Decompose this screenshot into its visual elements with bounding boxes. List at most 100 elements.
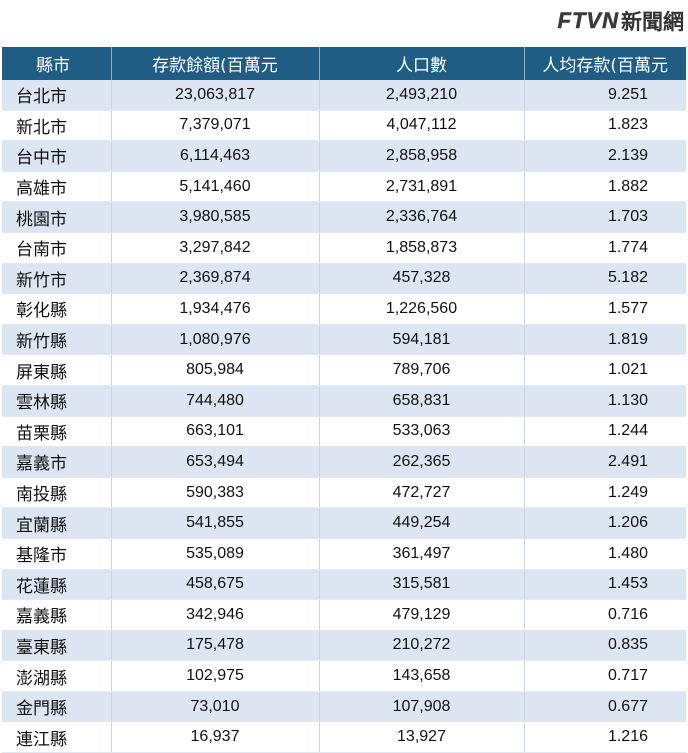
cell-population: 2,336,764 xyxy=(319,201,525,233)
table-row: 澎湖縣 102,975 143,658 0.717 xyxy=(2,660,686,692)
cell-population: 594,181 xyxy=(319,324,525,356)
header-row: 縣市 存款餘額(百萬元 人口數 人均存款(百萬元 xyxy=(2,47,686,80)
cell-deposit: 23,063,817 xyxy=(111,80,320,111)
cell-deposit: 744,480 xyxy=(111,385,320,417)
cell-per-capita: 0.716 xyxy=(524,599,686,631)
cell-population: 2,731,891 xyxy=(319,171,525,203)
cell-deposit: 3,297,842 xyxy=(111,232,320,264)
table-row: 花蓮縣 458,675 315,581 1.453 xyxy=(2,569,686,601)
table-body: 台北市 23,063,817 2,493,210 9.251 新北市 7,379,071 4… xyxy=(2,80,686,753)
cell-per-capita: 1.216 xyxy=(524,721,686,753)
cell-deposit: 6,114,463 xyxy=(111,140,320,172)
cell-deposit: 805,984 xyxy=(111,354,320,386)
cell-population: 143,658 xyxy=(319,660,525,692)
table-row: 金門縣 73,010 107,908 0.677 xyxy=(2,691,686,723)
cell-deposit: 1,080,976 xyxy=(111,324,320,356)
table-row: 苗栗縣 663,101 533,063 1.244 xyxy=(2,416,686,448)
cell-county: 基隆市 xyxy=(2,538,112,570)
table-row: 高雄市 5,141,460 2,731,891 1.882 xyxy=(2,171,686,203)
cell-population: 479,129 xyxy=(319,599,525,631)
cell-county: 澎湖縣 xyxy=(2,660,112,692)
table-row: 屏東縣 805,984 789,706 1.021 xyxy=(2,354,686,386)
table-row: 彰化縣 1,934,476 1,226,560 1.577 xyxy=(2,293,686,325)
cell-population: 1,226,560 xyxy=(319,293,525,325)
cell-deposit: 7,379,071 xyxy=(111,110,320,142)
cell-population: 2,858,958 xyxy=(319,140,525,172)
cell-population: 658,831 xyxy=(319,385,525,417)
cell-county: 台北市 xyxy=(2,80,112,111)
cell-county: 苗栗縣 xyxy=(2,416,112,448)
cell-deposit: 590,383 xyxy=(111,477,320,509)
cell-county: 新北市 xyxy=(2,110,112,142)
table-row: 連江縣 16,937 13,927 1.216 xyxy=(2,721,686,753)
logo-name: 新聞網 xyxy=(621,10,684,34)
cell-population: 789,706 xyxy=(319,354,525,386)
table-row: 台北市 23,063,817 2,493,210 9.251 xyxy=(2,80,686,111)
cell-population: 262,365 xyxy=(319,446,525,478)
table-row: 新竹市 2,369,874 457,328 5.182 xyxy=(2,263,686,295)
cell-per-capita: 1.774 xyxy=(524,232,686,264)
cell-county: 新竹縣 xyxy=(2,324,112,356)
cell-per-capita: 1.244 xyxy=(524,416,686,448)
cell-county: 雲林縣 xyxy=(2,385,112,417)
cell-deposit: 1,934,476 xyxy=(111,293,320,325)
cell-population: 361,497 xyxy=(319,538,525,570)
cell-county: 嘉義市 xyxy=(2,446,112,478)
cell-population: 107,908 xyxy=(319,691,525,723)
cell-deposit: 3,980,585 xyxy=(111,201,320,233)
table-row: 南投縣 590,383 472,727 1.249 xyxy=(2,477,686,509)
cell-population: 13,927 xyxy=(319,721,525,753)
cell-deposit: 535,089 xyxy=(111,538,320,570)
table-row: 台中市 6,114,463 2,858,958 2.139 xyxy=(2,140,686,172)
cell-deposit: 541,855 xyxy=(111,507,320,539)
cell-per-capita: 1.480 xyxy=(524,538,686,570)
cell-deposit: 16,937 xyxy=(111,721,320,753)
cell-deposit: 663,101 xyxy=(111,416,320,448)
cell-per-capita: 2.139 xyxy=(524,140,686,172)
cell-county: 桃園市 xyxy=(2,201,112,233)
cell-population: 2,493,210 xyxy=(319,80,525,111)
cell-population: 210,272 xyxy=(319,630,525,662)
cell-deposit: 458,675 xyxy=(111,569,320,601)
cell-per-capita: 1.882 xyxy=(524,171,686,203)
table-row: 桃園市 3,980,585 2,336,764 1.703 xyxy=(2,201,686,233)
cell-per-capita: 1.130 xyxy=(524,385,686,417)
cell-per-capita: 9.251 xyxy=(524,80,686,111)
table-row: 臺東縣 175,478 210,272 0.835 xyxy=(2,630,686,662)
cell-per-capita: 1.249 xyxy=(524,477,686,509)
cell-county: 高雄市 xyxy=(2,171,112,203)
cell-per-capita: 1.703 xyxy=(524,201,686,233)
cell-county: 金門縣 xyxy=(2,691,112,723)
cell-population: 4,047,112 xyxy=(319,110,525,142)
table-row: 新北市 7,379,071 4,047,112 1.823 xyxy=(2,110,686,142)
cell-county: 台南市 xyxy=(2,232,112,264)
cell-per-capita: 0.717 xyxy=(524,660,686,692)
ftvn-logo: FTVN 新聞網 xyxy=(557,6,684,36)
cell-deposit: 102,975 xyxy=(111,660,320,692)
header-per-capita: 人均存款(百萬元 xyxy=(524,47,686,80)
table-row: 新竹縣 1,080,976 594,181 1.819 xyxy=(2,324,686,356)
cell-deposit: 73,010 xyxy=(111,691,320,723)
cell-county: 新竹市 xyxy=(2,263,112,295)
table-row: 嘉義市 653,494 262,365 2.491 xyxy=(2,446,686,478)
table-row: 嘉義縣 342,946 479,129 0.716 xyxy=(2,599,686,631)
cell-county: 嘉義縣 xyxy=(2,599,112,631)
cell-deposit: 342,946 xyxy=(111,599,320,631)
cell-per-capita: 1.819 xyxy=(524,324,686,356)
cell-per-capita: 1.577 xyxy=(524,293,686,325)
cell-per-capita: 1.021 xyxy=(524,354,686,386)
table-row: 基隆市 535,089 361,497 1.480 xyxy=(2,538,686,570)
table-row: 雲林縣 744,480 658,831 1.130 xyxy=(2,385,686,417)
cell-per-capita: 5.182 xyxy=(524,263,686,295)
header-county: 縣市 xyxy=(2,47,112,80)
cell-county: 彰化縣 xyxy=(2,293,112,325)
cell-county: 台中市 xyxy=(2,140,112,172)
cell-population: 1,858,873 xyxy=(319,232,525,264)
cell-per-capita: 0.835 xyxy=(524,630,686,662)
header-deposit: 存款餘額(百萬元 xyxy=(111,47,320,80)
cell-per-capita: 1.823 xyxy=(524,110,686,142)
cell-county: 連江縣 xyxy=(2,721,112,753)
cell-deposit: 5,141,460 xyxy=(111,171,320,203)
cell-deposit: 175,478 xyxy=(111,630,320,662)
cell-population: 472,727 xyxy=(319,477,525,509)
